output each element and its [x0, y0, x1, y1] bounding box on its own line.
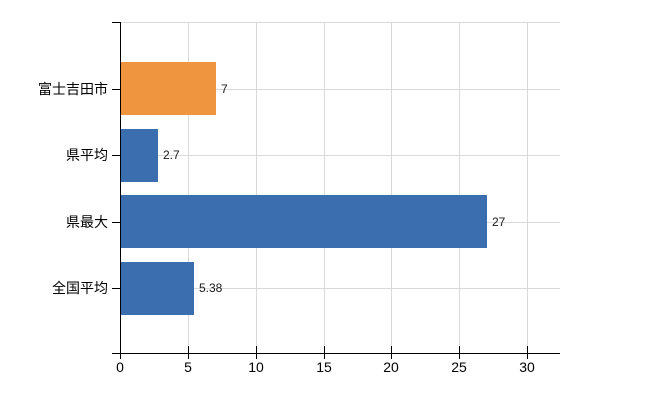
category-label: 富士吉田市 [38, 81, 108, 97]
x-tick-label: 15 [316, 359, 332, 375]
y-tick [112, 89, 120, 90]
horizontal-gridline [120, 89, 560, 90]
vertical-gridline [391, 22, 392, 353]
horizontal-gridline [120, 155, 560, 156]
x-tick [256, 346, 257, 359]
x-tick-label: 5 [184, 359, 192, 375]
bar [121, 195, 487, 248]
bar [121, 62, 216, 115]
x-tick-label: 20 [383, 359, 399, 375]
category-label: 県平均 [66, 147, 108, 163]
value-label: 5.38 [199, 281, 223, 295]
top-border-line [120, 22, 560, 23]
value-label: 2.7 [163, 148, 180, 162]
bar [121, 129, 158, 182]
vertical-gridline [324, 22, 325, 353]
x-tick [527, 346, 528, 359]
x-tick [459, 346, 460, 359]
x-tick-label: 30 [519, 359, 535, 375]
vertical-gridline [188, 22, 189, 353]
category-label: 県最大 [66, 214, 108, 230]
x-tick [188, 346, 189, 359]
x-axis-line [112, 353, 560, 354]
y-tick [112, 155, 120, 156]
x-tick-label: 0 [116, 359, 124, 375]
y-tick [112, 288, 120, 289]
x-tick [324, 346, 325, 359]
x-tick [120, 346, 121, 359]
vertical-gridline [256, 22, 257, 353]
category-label: 全国平均 [52, 280, 108, 296]
y-axis-line [120, 22, 121, 359]
x-tick-label: 25 [451, 359, 467, 375]
bar [121, 262, 194, 315]
vertical-gridline [527, 22, 528, 353]
x-tick [391, 346, 392, 359]
vertical-gridline [459, 22, 460, 353]
y-tick [112, 22, 120, 23]
x-tick-label: 10 [248, 359, 264, 375]
value-label: 27 [492, 215, 506, 229]
value-label: 7 [221, 82, 228, 96]
y-tick [112, 222, 120, 223]
horizontal-gridline [120, 288, 560, 289]
